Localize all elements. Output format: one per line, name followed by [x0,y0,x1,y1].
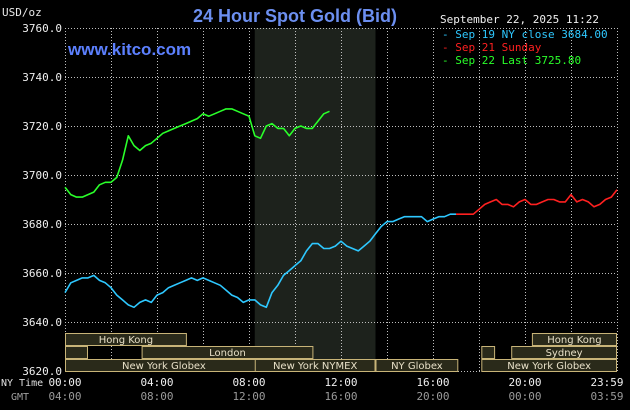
session-box [375,359,459,372]
legend-item: - Sep 22 Last 3725.80 [442,54,581,67]
x-tick-label-gmt: 20:00 [416,390,449,403]
x-tick-label-gmt: 00:00 [508,390,541,403]
x-axis-row-label-ny-time: NY Time [1,378,43,389]
session-label: New York Globex [507,361,591,372]
session-box [481,346,496,359]
session-box [254,359,376,372]
session-label: Sydney [546,348,583,359]
x-tick-label-ny: 00:00 [48,376,81,389]
y-tick-label: 3680.0 [22,218,62,231]
y-tick-label: 3620.0 [22,365,62,378]
legend: - Sep 19 NY close 3684.00- Sep 21 Sunday… [442,28,608,67]
session-label: London [209,348,246,359]
x-axis-row-label-gmt: GMT [11,392,29,403]
y-tick-label: 3700.0 [22,169,62,182]
y-tick-label: 3740.0 [22,71,62,84]
series-line [456,189,618,215]
session-label: New York NYMEX [273,361,358,372]
y-tick-label: 3640.0 [22,316,62,329]
x-axis-tick-labels: 00:00 04:00 08:00 12:00 16:00 20:00 23:5904:00… [48,376,623,403]
x-tick-label-ny: 12:00 [324,376,357,389]
timestamp: September 22, 2025 11:22 [440,13,599,26]
y-axis-tick-labels: 3760.0 3740.0 3720.0 3700.0 3680.0 3660.0 3640… [22,22,62,378]
y-tick-label: 3760.0 [22,22,62,35]
watermark-logo-text: www.kitco.com [67,40,191,59]
chart-title: 24 Hour Spot Gold (Bid) [193,6,397,26]
x-tick-label-gmt: 08:00 [140,390,173,403]
y-tick-label: 3660.0 [22,267,62,280]
session-box [481,359,617,372]
session-box [511,346,618,359]
x-tick-label-ny: 20:00 [508,376,541,389]
y-axis-unit-label: USD/oz [2,6,42,19]
session-label: NY Globex [391,361,443,372]
x-tick-label-gmt: 03:59 [590,390,623,403]
session-box [141,346,314,359]
x-tick-label-ny: 04:00 [140,376,173,389]
legend-item: - Sep 21 Sunday [442,41,542,54]
x-tick-label-gmt: 12:00 [232,390,265,403]
nymex-session-band [254,28,376,371]
series-line [64,213,456,309]
session-label: Hong Kong [547,335,601,346]
series-line [64,108,330,198]
y-tick-label: 3720.0 [22,120,62,133]
session-box [531,333,618,346]
legend-item: - Sep 19 NY close 3684.00 [442,28,608,41]
x-tick-label-gmt: 16:00 [324,390,357,403]
session-label: New York Globex [122,361,206,372]
session-box [65,333,187,346]
x-tick-label-ny: 23:59 [590,376,623,389]
session-label: Hong Kong [99,335,153,346]
x-tick-label-gmt: 04:00 [48,390,81,403]
x-tick-label-ny: 16:00 [416,376,449,389]
session-box [65,346,88,359]
price-series-lines [64,108,618,309]
x-tick-label-ny: 08:00 [232,376,265,389]
